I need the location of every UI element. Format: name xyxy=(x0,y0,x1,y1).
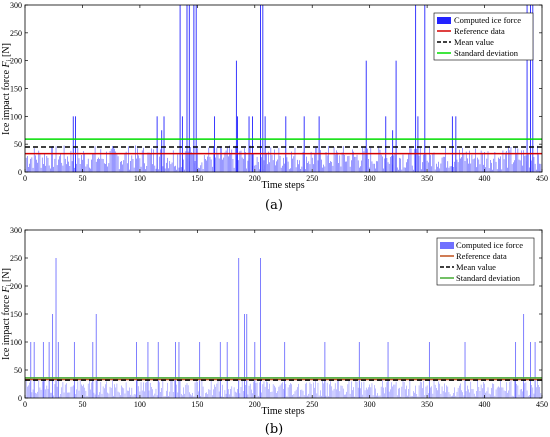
legend-label-reference-b: Reference data xyxy=(456,251,507,261)
legend-label-std-b: Standard deviation xyxy=(456,273,521,283)
y-tick-label: 250 xyxy=(10,254,22,263)
noise-bars-a xyxy=(25,145,542,172)
noise-bars-b xyxy=(25,379,542,398)
y-ticks-b: 0 50 100 150 200 250 300 xyxy=(10,226,542,403)
y-tick-label: 0 xyxy=(18,168,22,177)
x-tick-label: 350 xyxy=(421,174,433,183)
x-tick-label: 100 xyxy=(134,400,146,409)
panel-label-a: (a) xyxy=(265,198,283,213)
y-tick-label: 250 xyxy=(10,29,22,38)
chart-panel-a: 0 50 100 150 200 250 300 350 400 450 0 50 100 150 200… xyxy=(1,1,548,213)
y-tick-label: 100 xyxy=(10,112,22,121)
spike-bars-b xyxy=(30,258,536,398)
y-axis-label-b: Ice impact force Fi [N] xyxy=(1,268,13,360)
y-tick-label: 50 xyxy=(14,366,22,375)
x-tick-label: 50 xyxy=(78,400,86,409)
x-tick-label: 150 xyxy=(191,174,203,183)
reference-lines-b xyxy=(25,377,542,381)
x-tick-label: 400 xyxy=(479,400,491,409)
x-tick-label: 200 xyxy=(249,174,261,183)
legend-label-mean-b: Mean value xyxy=(456,262,496,272)
x-ticks-b: 0 50 100 150 200 250 300 350 400 450 xyxy=(23,230,548,409)
legend-label-computed-b: Computed ice force xyxy=(456,240,523,250)
y-tick-label: 200 xyxy=(10,282,22,291)
chart-panel-b: 0 50 100 150 200 250 300 350 400 450 0 50 100 150 200… xyxy=(1,226,548,437)
x-tick-label: 300 xyxy=(364,174,376,183)
legend-swatch-computed-b xyxy=(440,242,454,249)
y-tick-label: 50 xyxy=(14,140,22,149)
y-tick-label: 200 xyxy=(10,57,22,66)
x-tick-label: 300 xyxy=(364,400,376,409)
x-tick-label: 150 xyxy=(191,400,203,409)
x-tick-label: 200 xyxy=(249,400,261,409)
x-ticks-a: 0 50 100 150 200 250 300 350 400 450 xyxy=(23,5,548,183)
y-ticks-a: 0 50 100 150 200 250 300 xyxy=(10,1,542,177)
x-tick-label: 350 xyxy=(421,400,433,409)
legend-swatch-computed-a xyxy=(437,17,451,24)
y-axis-label-a: Ice impact force Fi [N] xyxy=(1,43,13,135)
legend-b: Computed ice force Reference data Mean v… xyxy=(436,237,535,286)
x-tick-label: 250 xyxy=(306,400,318,409)
panel-label-b: (b) xyxy=(265,422,283,437)
x-tick-label: 250 xyxy=(306,174,318,183)
x-tick-label: 50 xyxy=(78,174,86,183)
x-tick-label: 450 xyxy=(536,174,548,183)
x-axis-label-a: Time steps xyxy=(261,180,304,191)
x-axis-label-b: Time steps xyxy=(261,406,304,417)
x-tick-label: 450 xyxy=(536,400,548,409)
y-tick-label: 150 xyxy=(10,310,22,319)
x-tick-label: 0 xyxy=(23,174,27,183)
y-tick-label: 150 xyxy=(10,85,22,94)
x-tick-label: 400 xyxy=(479,174,491,183)
y-tick-label: 300 xyxy=(10,226,22,235)
x-tick-label: 0 xyxy=(23,400,27,409)
legend-a: Computed ice force Reference data Mean v… xyxy=(433,12,534,61)
legend-label-computed-a: Computed ice force xyxy=(454,15,521,25)
y-tick-label: 100 xyxy=(10,338,22,347)
y-tick-label: 300 xyxy=(10,1,22,10)
x-tick-label: 100 xyxy=(134,174,146,183)
legend-label-mean-a: Mean value xyxy=(454,37,494,47)
y-tick-label: 0 xyxy=(18,394,22,403)
legend-label-reference-a: Reference data xyxy=(454,26,505,36)
reference-lines-a xyxy=(25,138,542,155)
legend-label-std-a: Standard deviation xyxy=(454,48,519,58)
